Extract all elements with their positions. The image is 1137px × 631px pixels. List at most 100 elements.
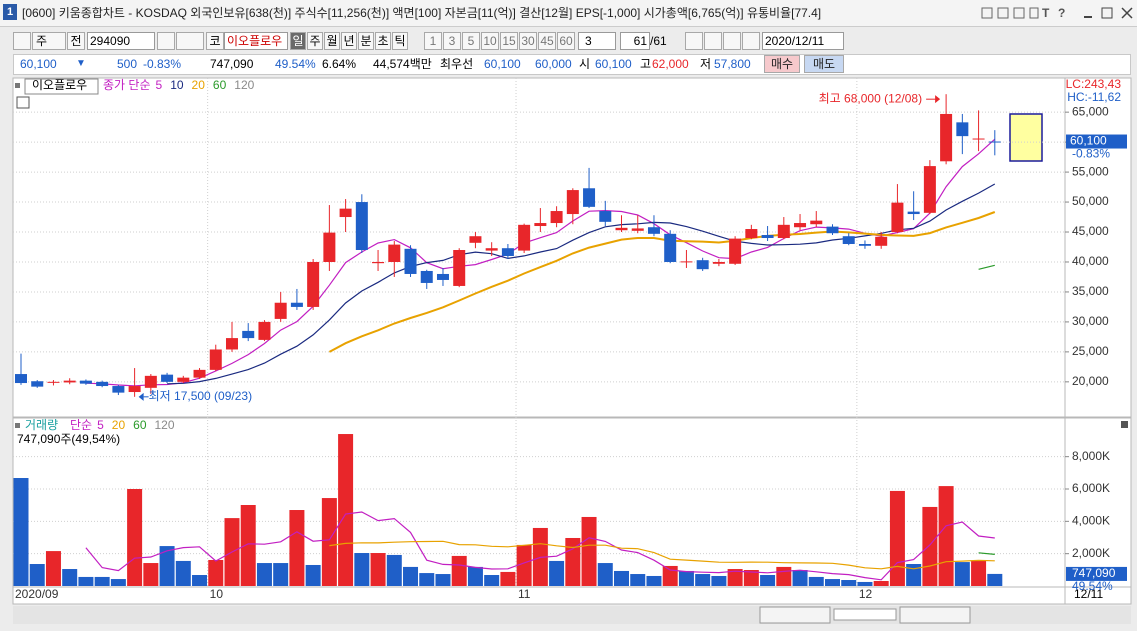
unit-button[interactable]: 틱 bbox=[392, 32, 408, 50]
chart-frame bbox=[12, 77, 1132, 605]
count-select[interactable]: 3 bbox=[578, 32, 616, 50]
scroll-thumb[interactable] bbox=[833, 608, 897, 621]
candle-body bbox=[794, 223, 807, 228]
unit-button[interactable]: 일 bbox=[290, 32, 306, 50]
volume-bar bbox=[127, 489, 143, 586]
interval-button[interactable]: 1 bbox=[424, 32, 442, 50]
volume-bar bbox=[760, 575, 776, 586]
candle-body bbox=[566, 190, 579, 215]
candle-body bbox=[534, 223, 547, 227]
volume-bar bbox=[743, 569, 759, 586]
interval-button[interactable]: 60 bbox=[557, 32, 575, 50]
ma-line bbox=[328, 211, 996, 353]
candle-body bbox=[664, 233, 677, 262]
legend-entry: 5 bbox=[156, 78, 163, 92]
unit-button[interactable]: 분 bbox=[358, 32, 374, 50]
candle-body bbox=[177, 377, 190, 382]
ma-line bbox=[167, 183, 996, 385]
period-select[interactable]: 주 bbox=[32, 32, 66, 50]
candle-body bbox=[290, 302, 303, 307]
code-input[interactable]: 294090 bbox=[87, 32, 155, 50]
volume-bar bbox=[597, 563, 613, 586]
legend-name-box bbox=[24, 78, 99, 95]
low-annotation: 최저 17,500 (09/23) bbox=[149, 389, 252, 403]
tool-button[interactable]: T bbox=[1042, 6, 1050, 20]
y-tick-label: 8,000K bbox=[1072, 449, 1110, 463]
candle-body bbox=[225, 338, 238, 350]
tool-button[interactable] bbox=[704, 32, 722, 50]
candle-body bbox=[420, 270, 433, 283]
panel-icon bbox=[1121, 421, 1128, 428]
unit-button[interactable]: 월 bbox=[324, 32, 340, 50]
y-tick-label: 40,000 bbox=[1072, 254, 1109, 268]
search-button[interactable] bbox=[157, 32, 175, 50]
volume-bar bbox=[922, 506, 938, 586]
volume-bar bbox=[467, 566, 483, 586]
quote-open: 60,100 bbox=[595, 57, 632, 71]
tool-button[interactable] bbox=[685, 32, 703, 50]
interval-button[interactable]: 15 bbox=[500, 32, 518, 50]
candle-body bbox=[15, 374, 27, 384]
y-tick-label: 2,000K bbox=[1072, 546, 1110, 560]
candle-body bbox=[712, 261, 725, 264]
prev-button[interactable]: 전 bbox=[67, 32, 85, 50]
sell-button[interactable]: 매도 bbox=[804, 55, 844, 73]
ma-line bbox=[329, 540, 995, 570]
candle-body bbox=[875, 236, 888, 246]
candle-body bbox=[436, 273, 449, 280]
menu-button[interactable] bbox=[13, 32, 31, 50]
volume-bar bbox=[354, 553, 370, 586]
legend-entry: 60 bbox=[213, 78, 227, 92]
candle-body bbox=[972, 138, 985, 140]
volume-bar bbox=[78, 576, 94, 586]
sound-button[interactable] bbox=[176, 32, 204, 50]
ma-line bbox=[978, 264, 995, 270]
candle-body bbox=[47, 381, 60, 383]
settings-button[interactable] bbox=[742, 32, 760, 50]
ma-line bbox=[978, 552, 995, 555]
interval-button[interactable]: 3 bbox=[443, 32, 461, 50]
ma-line bbox=[85, 138, 996, 387]
interval-button[interactable]: 5 bbox=[462, 32, 480, 50]
y-tick-label: 20,000 bbox=[1072, 374, 1109, 388]
candle-body bbox=[339, 208, 352, 218]
candle-body bbox=[696, 260, 709, 270]
high-label: 고 bbox=[640, 57, 652, 71]
window-controls[interactable] bbox=[1080, 6, 1136, 20]
volume-bar bbox=[273, 563, 289, 586]
date-input[interactable]: 2020/12/11 bbox=[762, 32, 844, 50]
candle-body bbox=[599, 211, 612, 222]
zoom-buttons[interactable] bbox=[899, 606, 971, 624]
quote-turnover: 6.64% bbox=[322, 57, 357, 71]
legend-entry: 120 bbox=[234, 78, 254, 92]
interval-button[interactable]: 10 bbox=[481, 32, 499, 50]
y-tick-label: 30,000 bbox=[1072, 314, 1109, 328]
interval-button[interactable]: 30 bbox=[519, 32, 537, 50]
candle-body bbox=[372, 261, 385, 264]
x-tick-label: 10 bbox=[210, 587, 224, 601]
quote-bid: 60,000 bbox=[535, 57, 572, 71]
volume-bar bbox=[630, 574, 646, 586]
candle-body bbox=[307, 261, 320, 307]
quote-change: 500 bbox=[117, 57, 138, 71]
x-tick-label: 2020/09 bbox=[15, 587, 59, 601]
scroll-buttons[interactable] bbox=[759, 606, 831, 624]
candle-body bbox=[907, 211, 920, 215]
quote-high: 62,000 bbox=[652, 57, 689, 71]
market-button[interactable]: 코 bbox=[206, 32, 224, 50]
legend-entry: 20 bbox=[192, 78, 206, 92]
end-date: 12/11 bbox=[1074, 587, 1103, 601]
name-input[interactable]: 이오플로우 bbox=[224, 32, 288, 50]
bars-input[interactable]: 61 bbox=[620, 32, 650, 50]
unit-button[interactable]: 주 bbox=[307, 32, 323, 50]
interval-button[interactable]: 45 bbox=[538, 32, 556, 50]
volume-bar bbox=[208, 559, 224, 586]
unit-button[interactable]: 년 bbox=[341, 32, 357, 50]
buy-button[interactable]: 매수 bbox=[764, 55, 800, 73]
y-tick-label: 65,000 bbox=[1072, 104, 1109, 118]
candle-body bbox=[485, 248, 498, 251]
unit-button[interactable]: 초 bbox=[375, 32, 391, 50]
volume-bar bbox=[987, 573, 1003, 586]
save-button[interactable] bbox=[723, 32, 741, 50]
help-button[interactable]: ? bbox=[1058, 6, 1066, 20]
